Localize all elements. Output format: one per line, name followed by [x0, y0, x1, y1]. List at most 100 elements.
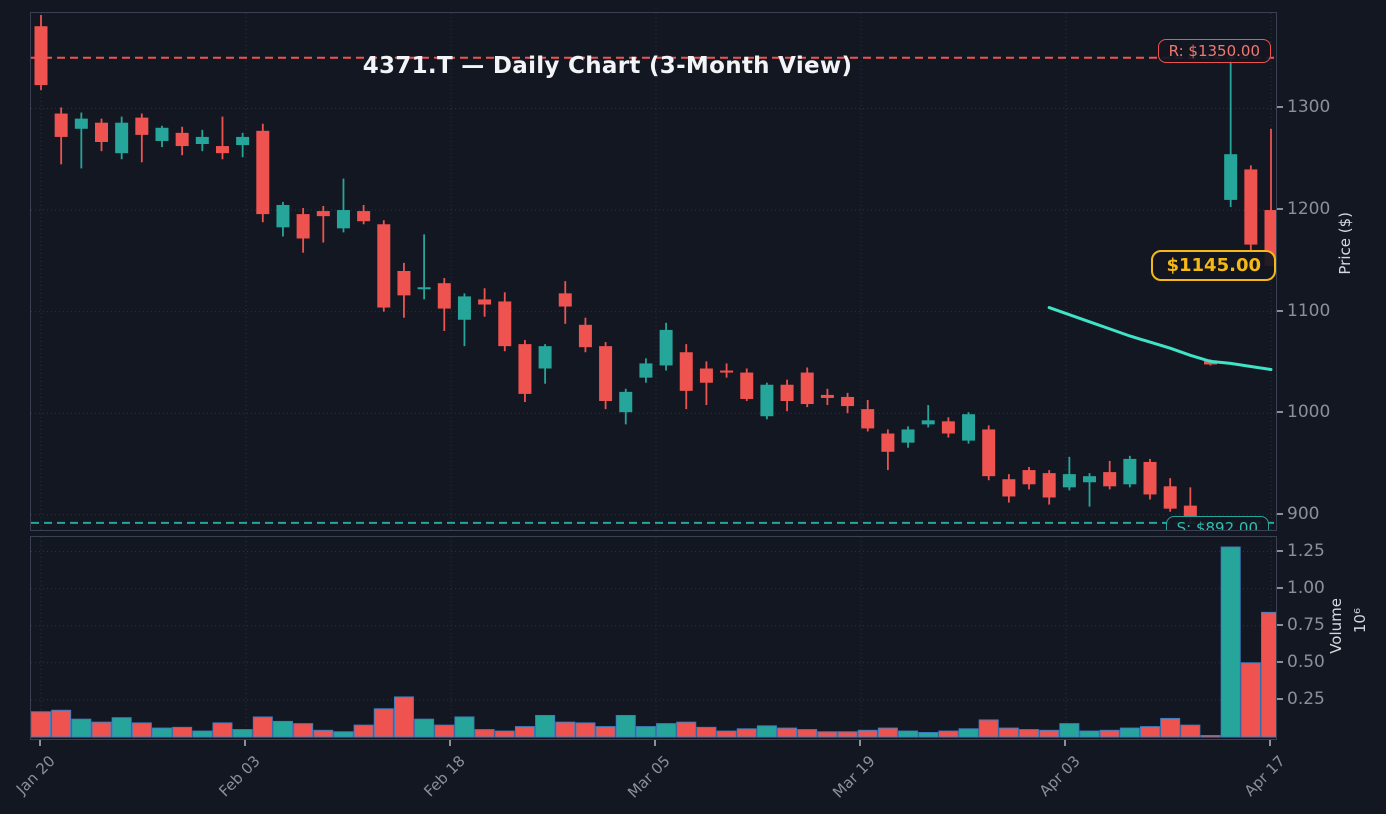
date-tick-label: Jan 20 [12, 752, 59, 798]
volume-bar [1261, 611, 1276, 738]
candle-body [74, 118, 88, 129]
candle-body [800, 372, 814, 405]
volume-bar [797, 729, 818, 738]
candle-body [1163, 486, 1177, 509]
volume-tick-label: 1.25 [1287, 540, 1325, 561]
last-price-tag: $1145.00 [1151, 249, 1276, 281]
volume-tick-mark [1277, 660, 1283, 663]
candle-body [336, 210, 350, 229]
volume-bar [817, 731, 838, 738]
price-tick-mark [1277, 411, 1283, 414]
volume-tick-label: 1.00 [1287, 577, 1325, 598]
volume-bar [1099, 729, 1120, 738]
price-tick-label: 1200 [1287, 199, 1331, 220]
candle-body [921, 420, 935, 425]
volume-bar [434, 724, 455, 738]
candle-body [1143, 461, 1157, 495]
candle-body [639, 363, 653, 378]
candle-body [316, 211, 330, 217]
volume-bar [837, 731, 858, 738]
date-tick-mark [1064, 740, 1066, 746]
date-tick-label: Feb 18 [420, 752, 469, 801]
candle-body [437, 283, 451, 309]
volume-tick-mark [1277, 549, 1283, 552]
volume-bar [1240, 662, 1261, 738]
volume-tick-mark [1277, 586, 1283, 589]
volume-bar [777, 727, 798, 738]
candle-body [1183, 505, 1197, 517]
volume-plot [31, 537, 1276, 739]
candle-body [760, 384, 774, 417]
candle-body [1244, 169, 1258, 245]
volume-bar [1079, 730, 1100, 738]
candle-body [962, 414, 976, 441]
volume-bar [1119, 727, 1140, 738]
last-price-text: $1145.00 [1166, 254, 1261, 276]
volume-bar [313, 729, 334, 738]
candle-body [619, 391, 633, 413]
volume-bar [1019, 729, 1040, 738]
candle-body [699, 368, 713, 383]
volume-bar [958, 728, 979, 738]
volume-bar [414, 718, 435, 738]
support-label-text: S: $892.00 [1176, 518, 1258, 530]
price-tick-label: 900 [1287, 503, 1320, 524]
volume-bar [857, 729, 878, 738]
candle-body [417, 287, 431, 290]
volume-bar [1160, 717, 1181, 738]
volume-bar [272, 720, 293, 738]
date-tick-mark [39, 740, 41, 746]
volume-bar [454, 716, 475, 738]
candle-body [1264, 210, 1276, 266]
volume-tick-mark [1277, 697, 1283, 700]
candle-body [1002, 479, 1016, 497]
volume-bar [31, 711, 51, 738]
candle-body [599, 346, 613, 402]
volume-bar [1200, 735, 1221, 738]
price-tick-label: 1100 [1287, 300, 1331, 321]
volume-bar [172, 726, 193, 738]
candle-body [276, 204, 290, 228]
candle-body [881, 433, 895, 452]
candle-body [941, 421, 955, 434]
volume-bar [615, 714, 636, 738]
candle-body [175, 132, 189, 147]
volume-bar [918, 732, 939, 738]
volume-bar [1140, 726, 1161, 738]
candle-body [720, 370, 734, 373]
volume-bar [1220, 546, 1241, 738]
volume-bar [656, 723, 677, 738]
volume-bar [716, 730, 737, 738]
date-tick-label: Mar 19 [829, 752, 879, 802]
volume-tick-label: 0.75 [1287, 614, 1325, 635]
price-tick-label: 1000 [1287, 402, 1331, 423]
price-panel: R: $1350.00 S: $892.00 $1145.00 [30, 12, 1277, 531]
candle-body [296, 214, 310, 239]
date-tick-label: Apr 17 [1240, 752, 1289, 800]
volume-bar [393, 696, 414, 738]
price-tick-mark [1277, 512, 1283, 515]
volume-bar [938, 730, 959, 738]
volume-bar [978, 719, 999, 738]
volume-axis-multiplier: 10⁶ [1351, 608, 1369, 634]
price-axis-title: Price ($) [1336, 212, 1354, 275]
candle-body [659, 329, 673, 366]
date-tick-label: Mar 05 [624, 752, 674, 802]
volume-bar [535, 714, 556, 738]
candle-body [94, 122, 108, 142]
volume-bar [333, 731, 354, 738]
volume-bar [635, 726, 656, 738]
candle-body [357, 211, 371, 222]
candle-body [518, 344, 532, 394]
volume-bar [212, 722, 233, 738]
candle-body [256, 130, 270, 215]
candle-body [861, 409, 875, 429]
resistance-label: R: $1350.00 [1157, 38, 1271, 63]
candle-body [578, 324, 592, 348]
candle-body [1103, 472, 1117, 487]
candle-body [679, 352, 693, 391]
candle-body [54, 113, 68, 137]
volume-bar [1059, 723, 1080, 738]
date-tick-mark [244, 740, 246, 746]
resistance-label-text: R: $1350.00 [1168, 41, 1260, 60]
